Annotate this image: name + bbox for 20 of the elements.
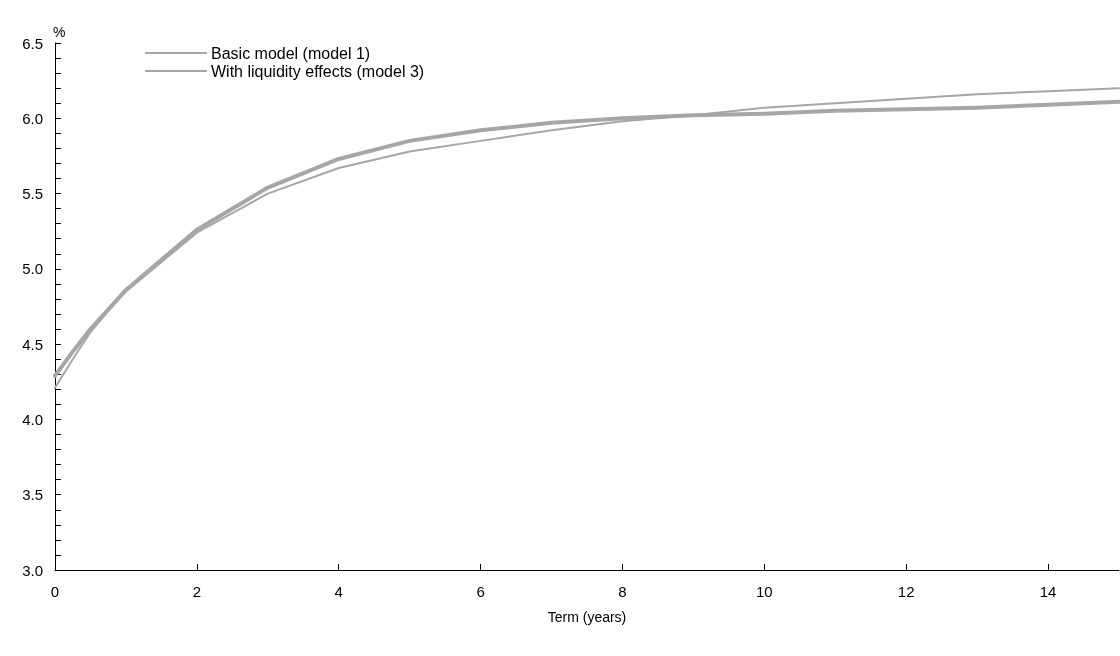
x-tick-label: 10 <box>755 583 773 600</box>
legend-label: Basic model (model 1) <box>211 44 371 62</box>
y-tick-label: 6.5 <box>22 34 43 52</box>
y-axis-title: % <box>53 24 66 40</box>
y-tick-label: 5.5 <box>22 185 43 203</box>
x-tick-label: 4 <box>334 583 343 600</box>
legend-label: With liquidity effects (model 3) <box>211 62 425 80</box>
y-tick-label: 3.0 <box>22 561 43 579</box>
x-tick-label: 8 <box>618 583 627 600</box>
y-tick-label: 4.0 <box>22 410 43 428</box>
y-tick-label: 3.5 <box>22 486 43 504</box>
x-tick-label: 2 <box>192 583 202 600</box>
y-tick-label: 4.5 <box>22 335 43 353</box>
x-tick-label: 6 <box>476 583 485 600</box>
y-tick-label: 6.0 <box>22 109 43 127</box>
y-tick-label: 5.0 <box>22 260 43 278</box>
x-tick-label: 0 <box>50 583 60 600</box>
x-tick-label: 12 <box>897 583 915 600</box>
x-tick-label: 14 <box>1039 583 1057 600</box>
x-axis-title: Term (years) <box>547 609 627 625</box>
